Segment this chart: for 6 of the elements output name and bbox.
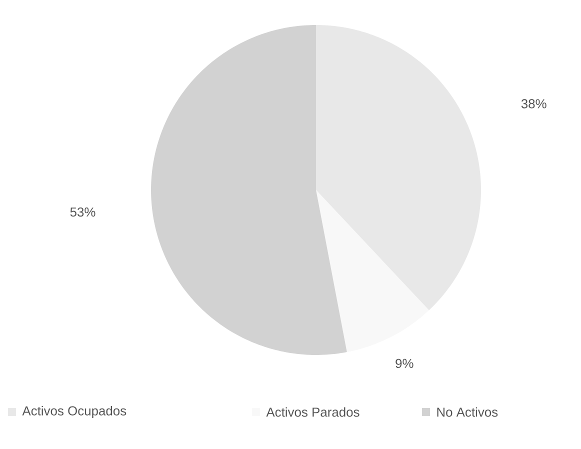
data-label: 38%: [521, 99, 546, 108]
data-label: 53%: [70, 207, 96, 217]
data-label: 9%: [396, 358, 414, 368]
legend-label: No Activos: [437, 407, 498, 417]
legend-label: Activos Ocupados: [22, 406, 126, 418]
legend-label: Activos Parados: [266, 407, 360, 417]
